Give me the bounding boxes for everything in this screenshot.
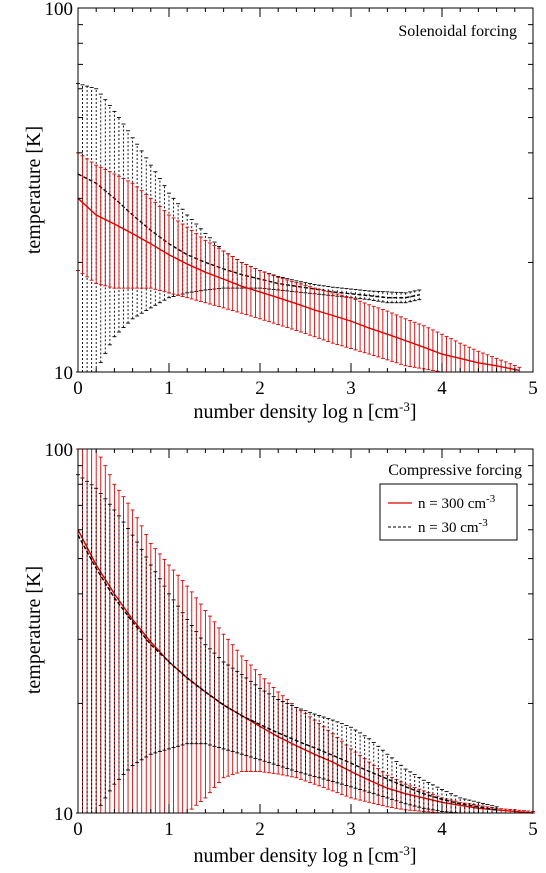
plot-frame [77, 7, 534, 373]
legend: n = 300 cm-3 n = 30 cm-3 [379, 483, 518, 541]
series-line [77, 197, 520, 372]
series-layer [76, 448, 535, 814]
x-tick-label: 2 [255, 819, 265, 840]
tick-layer [77, 7, 534, 373]
x-tick-label: 0 [73, 378, 83, 399]
series-line [77, 173, 420, 299]
y-axis-label: temperature [K] [23, 566, 45, 694]
series-layer [76, 83, 522, 373]
y-axis-label: temperature [K] [23, 126, 45, 254]
panel-title: Compressive forcing [388, 462, 522, 479]
series-line [77, 529, 534, 814]
x-tick-label: 1 [164, 378, 174, 399]
y-tick-label-bottom: 10 [54, 804, 73, 825]
legend-label-1: n = 30 cm-3 [418, 517, 488, 536]
x-tick-labels: 0 1 2 3 4 5 [73, 819, 538, 840]
x-tick-label: 5 [528, 378, 538, 399]
legend-box [379, 483, 518, 541]
x-axis-label: number density log n [cm-3] [193, 399, 416, 424]
series-1 [76, 474, 499, 814]
y-tick-label-top: 100 [45, 440, 74, 461]
panel-title: Solenoidal forcing [398, 23, 517, 40]
x-tick-label: 3 [346, 819, 356, 840]
y-tick-label-bottom: 10 [54, 363, 73, 384]
tick-layer [77, 448, 534, 814]
series-1 [76, 152, 522, 373]
panel-solenoidal: Solenoidal forcing 100 10 0 1 2 3 4 5 number … [23, 0, 538, 423]
panel-compressive: Compressive forcing 100 10 0 1 2 3 4 5 number… [23, 440, 538, 867]
x-tick-label: 2 [255, 378, 265, 399]
y-tick-label-top: 100 [45, 0, 74, 20]
x-tick-label: 1 [164, 819, 174, 840]
x-tick-label: 4 [437, 819, 447, 840]
x-tick-label: 5 [528, 819, 538, 840]
x-tick-label: 4 [437, 378, 447, 399]
plot-frame [77, 448, 534, 814]
x-tick-label: 3 [346, 378, 356, 399]
series-line [77, 534, 497, 811]
legend-label-0: n = 300 cm-3 [418, 493, 496, 512]
x-tick-label: 0 [73, 819, 83, 840]
x-axis-label: number density log n [cm-3] [193, 843, 416, 868]
x-tick-labels: 0 1 2 3 4 5 [73, 378, 538, 399]
